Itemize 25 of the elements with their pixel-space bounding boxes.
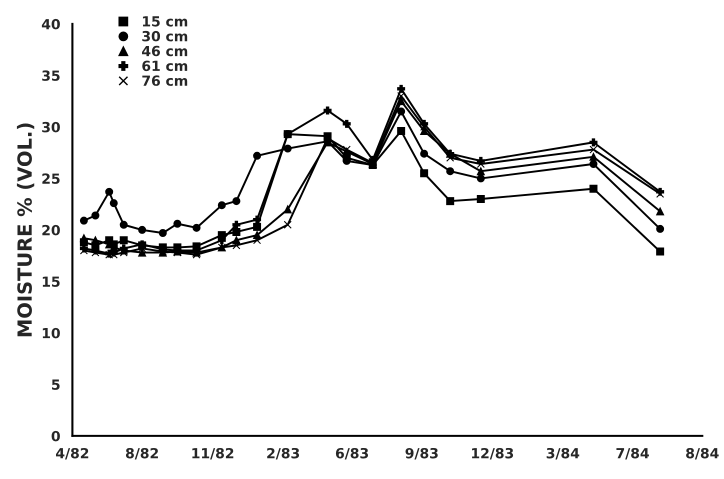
- y-tick-label: 30: [42, 122, 60, 132]
- y-tick-label: 25: [42, 173, 60, 184]
- y-tick-label: 40: [42, 18, 60, 30]
- legend-label: 15 cm: [142, 16, 188, 27]
- y-axis-title: MOISTURE % (VOL.): [16, 123, 34, 336]
- x-tick-label: 12/83: [472, 448, 514, 460]
- legend-label: 30 cm: [142, 30, 188, 42]
- y-tick-label: 0: [52, 430, 60, 442]
- y-tick-label: 35: [42, 70, 60, 81]
- y-tick-label: 10: [42, 328, 60, 338]
- legend-label: 61 cm: [142, 60, 188, 72]
- x-tick-label: 3/84: [546, 448, 580, 460]
- x-tick-label: 11/82: [192, 448, 234, 460]
- y-tick-label: 20: [42, 224, 60, 236]
- x-tick-label: 8/84: [686, 448, 719, 460]
- x-tick-label: 6/83: [336, 448, 368, 460]
- x-tick-label: 8/82: [126, 448, 158, 460]
- legend-label: 46 cm: [142, 46, 188, 56]
- y-tick-label: 5: [52, 380, 60, 390]
- x-tick-label: 9/83: [406, 448, 438, 460]
- x-tick-label: 4/82: [56, 448, 88, 460]
- legend-label: 76 cm: [142, 75, 188, 86]
- x-tick-label: 7/84: [616, 448, 649, 460]
- y-tick-label: 15: [42, 276, 60, 287]
- x-tick-label: 2/83: [267, 448, 300, 460]
